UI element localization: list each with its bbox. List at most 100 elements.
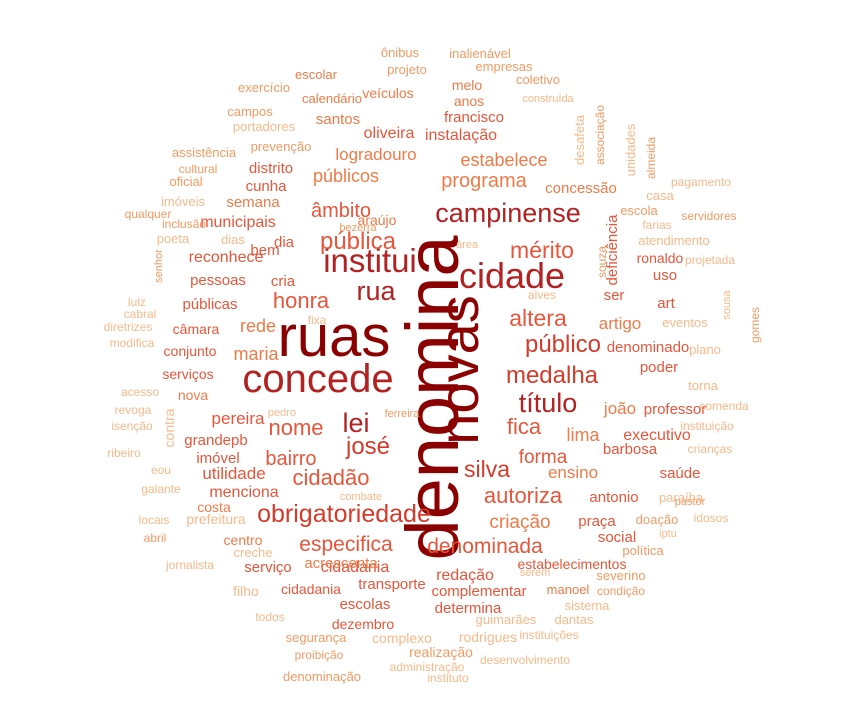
word-maria: maria (233, 344, 279, 364)
word-pastor: pastor (675, 496, 706, 508)
word-souza: souza (595, 246, 609, 278)
word-atendimento: atendimento (638, 233, 710, 248)
word-filho: filho (233, 583, 259, 599)
word-ruas: ruas (278, 304, 391, 369)
word-distrito: distrito (249, 160, 293, 177)
word-assistencia: assistência (172, 145, 237, 160)
word-nova: nova (178, 387, 209, 403)
word-politica: política (622, 543, 664, 558)
word-municipais: municipais (200, 214, 276, 231)
word-proibicao: proibição (295, 648, 344, 662)
word-publica: pública (320, 228, 397, 255)
word-associacao: associação (593, 105, 607, 165)
word-senhor: senhor (153, 249, 165, 283)
word-dia: dia (274, 234, 295, 251)
word-severino: severino (596, 568, 645, 583)
word-instituicoes: instituições (519, 628, 578, 642)
word-criacao: criação (489, 512, 550, 533)
word-desafeta: desafeta (572, 114, 587, 165)
word-rede: rede (240, 316, 276, 336)
word-poder: poder (640, 359, 678, 376)
word-redacao: redação (436, 567, 494, 584)
word-inclusao: inclusão (162, 217, 206, 231)
word-area: área (456, 239, 479, 251)
word-unidades: unidades (623, 123, 638, 176)
word-deficiencia: deficiência (604, 214, 621, 286)
word-administracao: administração (390, 660, 465, 674)
word-concede: concede (242, 357, 393, 401)
word-paraiba: paraíba (659, 490, 704, 505)
word-oliveira: oliveira (364, 125, 415, 142)
word-lima: lima (566, 425, 600, 445)
word-acrescenta: acrescenta (304, 555, 378, 572)
word-logradouro: logradouro (335, 145, 416, 164)
word-transporte: transporte (358, 576, 426, 593)
word-desenvolvimento: desenvolvimento (480, 653, 570, 667)
word-criancas: crianças (688, 442, 733, 456)
word-denomina: denomina (391, 235, 474, 561)
word-servicos: serviços (162, 366, 213, 382)
word-jose: josé (345, 433, 390, 460)
word-conjunto: conjunto (164, 343, 217, 359)
word-campos: campos (227, 104, 273, 119)
word-guimaraes: guimarães (476, 612, 537, 627)
word-prevencao: prevenção (251, 139, 312, 154)
word-inalienavel: inalienável (449, 46, 511, 61)
word-onibus: ônibus (381, 45, 420, 60)
word-galante: galante (141, 482, 181, 496)
word-poeta: poeta (157, 231, 190, 246)
word-especifica: especifica (299, 533, 393, 556)
word-ensino: ensino (548, 463, 598, 482)
word-costa: costa (197, 499, 231, 515)
word-serem: serem (520, 567, 551, 579)
word-uso: uso (653, 267, 677, 284)
word-lei: lei (342, 408, 369, 438)
word-utilidade: utilidade (202, 464, 265, 483)
word-modifica: modifica (110, 336, 155, 350)
word-bem: bem (250, 242, 279, 259)
word-santos: santos (316, 111, 360, 128)
word-ronaldo: ronaldo (637, 250, 684, 266)
word-araujo: araújo (358, 212, 397, 228)
word-titulo: título (519, 388, 578, 418)
word-ferreira: ferreira (385, 408, 421, 420)
word-artigo: artigo (599, 314, 642, 333)
word-camara: câmara (173, 321, 220, 337)
word-instalacao: instalação (425, 127, 497, 144)
word-qualquer: qualquer (125, 207, 172, 221)
word-projetada: projetada (685, 253, 735, 267)
word-autoriza: autoriza (484, 483, 563, 508)
word-campinense: campinense (435, 198, 581, 228)
word-denominada: denominada (427, 535, 543, 558)
word-praca: praça (578, 513, 616, 530)
word-publicos: públicos (313, 166, 379, 186)
word-dezembro: dezembro (332, 616, 394, 632)
word-cidadania: cidadania (281, 581, 341, 597)
word-revoga: revoga (115, 403, 152, 417)
word-centro: centro (224, 532, 263, 548)
word-cabral: cabral (124, 307, 157, 321)
word-fica: fica (507, 414, 542, 439)
word-dias: dias (221, 232, 245, 247)
word-publicas: públicas (182, 296, 237, 313)
word-denominado: denominado (607, 339, 690, 356)
word-merito: mérito (510, 237, 574, 263)
word-eou: eou (151, 463, 171, 477)
word-almeida: almeida (644, 137, 658, 179)
word-oficial: oficial (169, 174, 202, 189)
word-contra: contra (161, 408, 177, 447)
word-fixa: fixa (308, 313, 327, 327)
word-imovel: imóvel (196, 450, 239, 467)
word-cunha: cunha (246, 178, 288, 195)
word-institui: institui (323, 242, 417, 279)
word-iptu: iptu (659, 528, 677, 540)
word-estabelece: estabelece (460, 150, 547, 170)
word-luiz: luiz (128, 295, 146, 309)
word-locais: locais (139, 513, 170, 527)
word-obrigatoriedade: obrigatoriedade (257, 500, 431, 528)
word-doacao: doação (636, 512, 679, 527)
word-imoveis: imóveis (161, 194, 206, 209)
word-professor: professor (644, 401, 707, 418)
word-instituto: instituto (427, 671, 469, 685)
